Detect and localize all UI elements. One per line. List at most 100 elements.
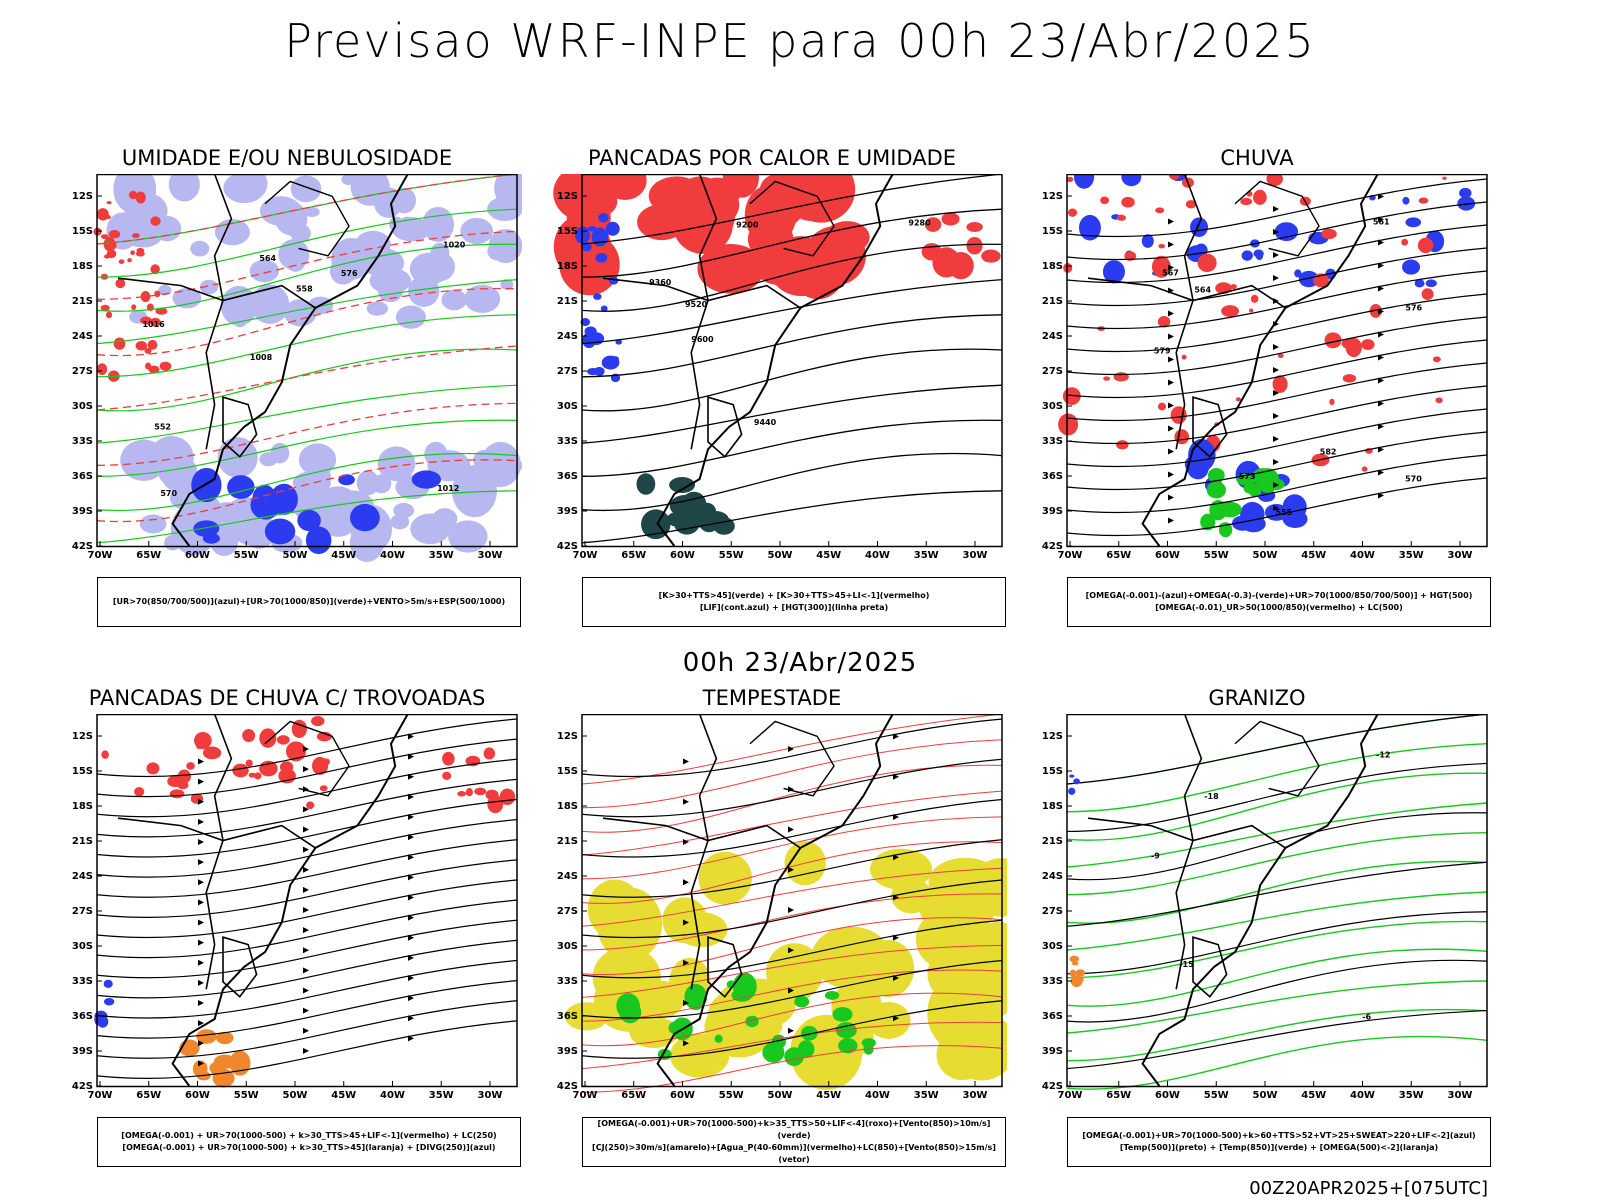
contour-label: 576 [341, 269, 358, 278]
lat-tick-label: 24S [72, 871, 93, 882]
panel-title: GRANIZO [1208, 686, 1306, 710]
lon-tick-label: 55W [234, 550, 259, 561]
lat-tick-label: 27S [557, 366, 578, 377]
plot-frame [581, 714, 1003, 1088]
wind-green-area [616, 972, 876, 1067]
lon-tick-label: 65W [136, 1090, 161, 1101]
lon-tick-label: 60W [185, 550, 210, 561]
main-title: Previsao WRF-INPE para 00h 23/Abr/2025 [284, 14, 1316, 68]
contour-label: 582 [1320, 447, 1337, 456]
coastline [1087, 174, 1379, 547]
lat-tick-label: 39S [557, 1046, 578, 1057]
lat-tick-label: 33S [1042, 436, 1063, 447]
lat-tick-label: 39S [557, 506, 578, 517]
lon-tick-label: 45W [331, 1090, 356, 1101]
lat-tick-label: 39S [1042, 1046, 1063, 1057]
map-chuva: 582 579 576 573 570 567 564 561 555 12S 15S 18S 21S 2… [1042, 174, 1488, 561]
lon-tick-label: 30W [1448, 550, 1473, 561]
panel-umidade: UMIDADE E/OU NEBULOSIDADE 1012 1016 1020 10… [52, 146, 522, 627]
contour-label: 564 [259, 254, 276, 263]
lat-tick-label: 36S [557, 471, 578, 482]
contour-label: 9280 [908, 218, 931, 227]
contour-label: 1016 [142, 320, 165, 329]
lat-tick-label: 21S [72, 836, 93, 847]
lat-tick-label: 18S [557, 261, 578, 272]
lat-tick-label: 12S [72, 731, 93, 742]
lat-tick-label: 42S [1042, 1081, 1063, 1092]
contour-label: -9 [1151, 851, 1160, 860]
convection-red-area [553, 174, 870, 300]
lat-tick-label: 42S [557, 1081, 578, 1092]
coastline [1087, 714, 1379, 1087]
legend-line: [Temp(500)](preto) + [Temp(850)](verde) … [1119, 1143, 1439, 1152]
plot-frame [1066, 174, 1488, 548]
panel-title: TEMPESTADE [702, 686, 842, 710]
storm-orange-area [179, 1029, 251, 1088]
temp-500-contours [1066, 714, 1488, 1070]
contour-label: 9600 [691, 335, 714, 344]
contour-label: 555 [1276, 508, 1293, 517]
streamlines [1066, 178, 1488, 537]
panel-title: PANCADAS DE CHUVA C/ TROVOADAS [88, 686, 486, 710]
contour-label: -12 [1376, 751, 1390, 760]
red-contours [93, 190, 172, 382]
contour-label: 552 [154, 423, 171, 432]
lon-tick-label: 30W [1448, 1090, 1473, 1101]
lat-tick-label: 36S [557, 1011, 578, 1022]
contour-label: 9520 [685, 300, 708, 309]
contour-label: 573 [1239, 472, 1256, 481]
contour-label: 579 [1154, 347, 1171, 356]
lon-tick-label: 30W [963, 1090, 988, 1101]
lat-tick-label: 36S [1042, 471, 1063, 482]
lat-tick-label: 33S [1042, 976, 1063, 987]
map-umidade: 1012 1016 1020 1008 576 570 564 558 552 12S 15S 18S… [72, 174, 522, 562]
lat-tick-label: 27S [1042, 906, 1063, 917]
contour-label: 9360 [649, 278, 672, 287]
lat-tick-label: 42S [1042, 541, 1063, 552]
lon-tick-label: 35W [914, 550, 939, 561]
lon-tick-label: 50W [283, 550, 308, 561]
coastline [602, 714, 894, 1087]
lon-tick-label: 55W [719, 1090, 744, 1101]
lat-tick-label: 18S [72, 801, 93, 812]
omega-orange-area [1069, 955, 1086, 988]
lon-tick-label: 50W [1253, 550, 1278, 561]
lon-tick-label: 40W [380, 1090, 405, 1101]
lat-tick-label: 30S [72, 941, 93, 952]
lon-tick-label: 70W [1058, 1090, 1083, 1101]
lon-tick-label: 60W [1155, 1090, 1180, 1101]
panel-trovoadas: PANCADAS DE CHUVA C/ TROVOADAS 12S 15S 18S… [52, 686, 522, 1167]
contour-label: 570 [1405, 474, 1422, 483]
lon-tick-label: 55W [1204, 550, 1229, 561]
lat-tick-label: 30S [557, 941, 578, 952]
footer-stamp: 00Z20APR2025+[075UTC] [1249, 1178, 1488, 1199]
legend-line: [UR>70(850/700/500)](azul)+[UR>70(1000/8… [112, 597, 506, 606]
lon-tick-label: 45W [1301, 550, 1326, 561]
contour-label: -15 [1179, 960, 1194, 969]
lat-tick-label: 12S [1042, 191, 1063, 202]
lon-tick-label: 70W [88, 550, 113, 561]
contour-label: 570 [160, 489, 177, 498]
lon-tick-label: 35W [429, 550, 454, 561]
legend-line: [OMEGA(-0.001) + UR>70(1000-500) + k>30_… [121, 1131, 497, 1140]
humidity-mid-shading [106, 174, 522, 329]
contour-label: -6 [1362, 1013, 1371, 1022]
lat-tick-label: 15S [72, 766, 93, 777]
lon-tick-label: 50W [768, 1090, 793, 1101]
lat-tick-label: 33S [72, 976, 93, 987]
contour-label: 1012 [437, 484, 459, 493]
plot-frame [581, 174, 1003, 548]
coastline [602, 174, 894, 547]
plot-frame [96, 714, 518, 1088]
lat-tick-label: 30S [72, 401, 93, 412]
panel-title: PANCADAS POR CALOR E UMIDADE [587, 146, 957, 170]
contour-label: 561 [1373, 218, 1390, 227]
legend-line: [LIF](cont.azul) + [HGT(300)](linha pret… [699, 603, 889, 612]
lon-tick-label: 40W [380, 550, 405, 561]
panel-granizo: GRANIZO -12 -15 -18 -6 -9 12S 15S 18S 21S 24S 27S 3… [1022, 686, 1492, 1167]
lat-tick-label: 15S [1042, 766, 1063, 777]
lon-tick-label: 35W [429, 1090, 454, 1101]
lat-tick-label: 27S [557, 906, 578, 917]
omega-green-area [1200, 468, 1285, 538]
